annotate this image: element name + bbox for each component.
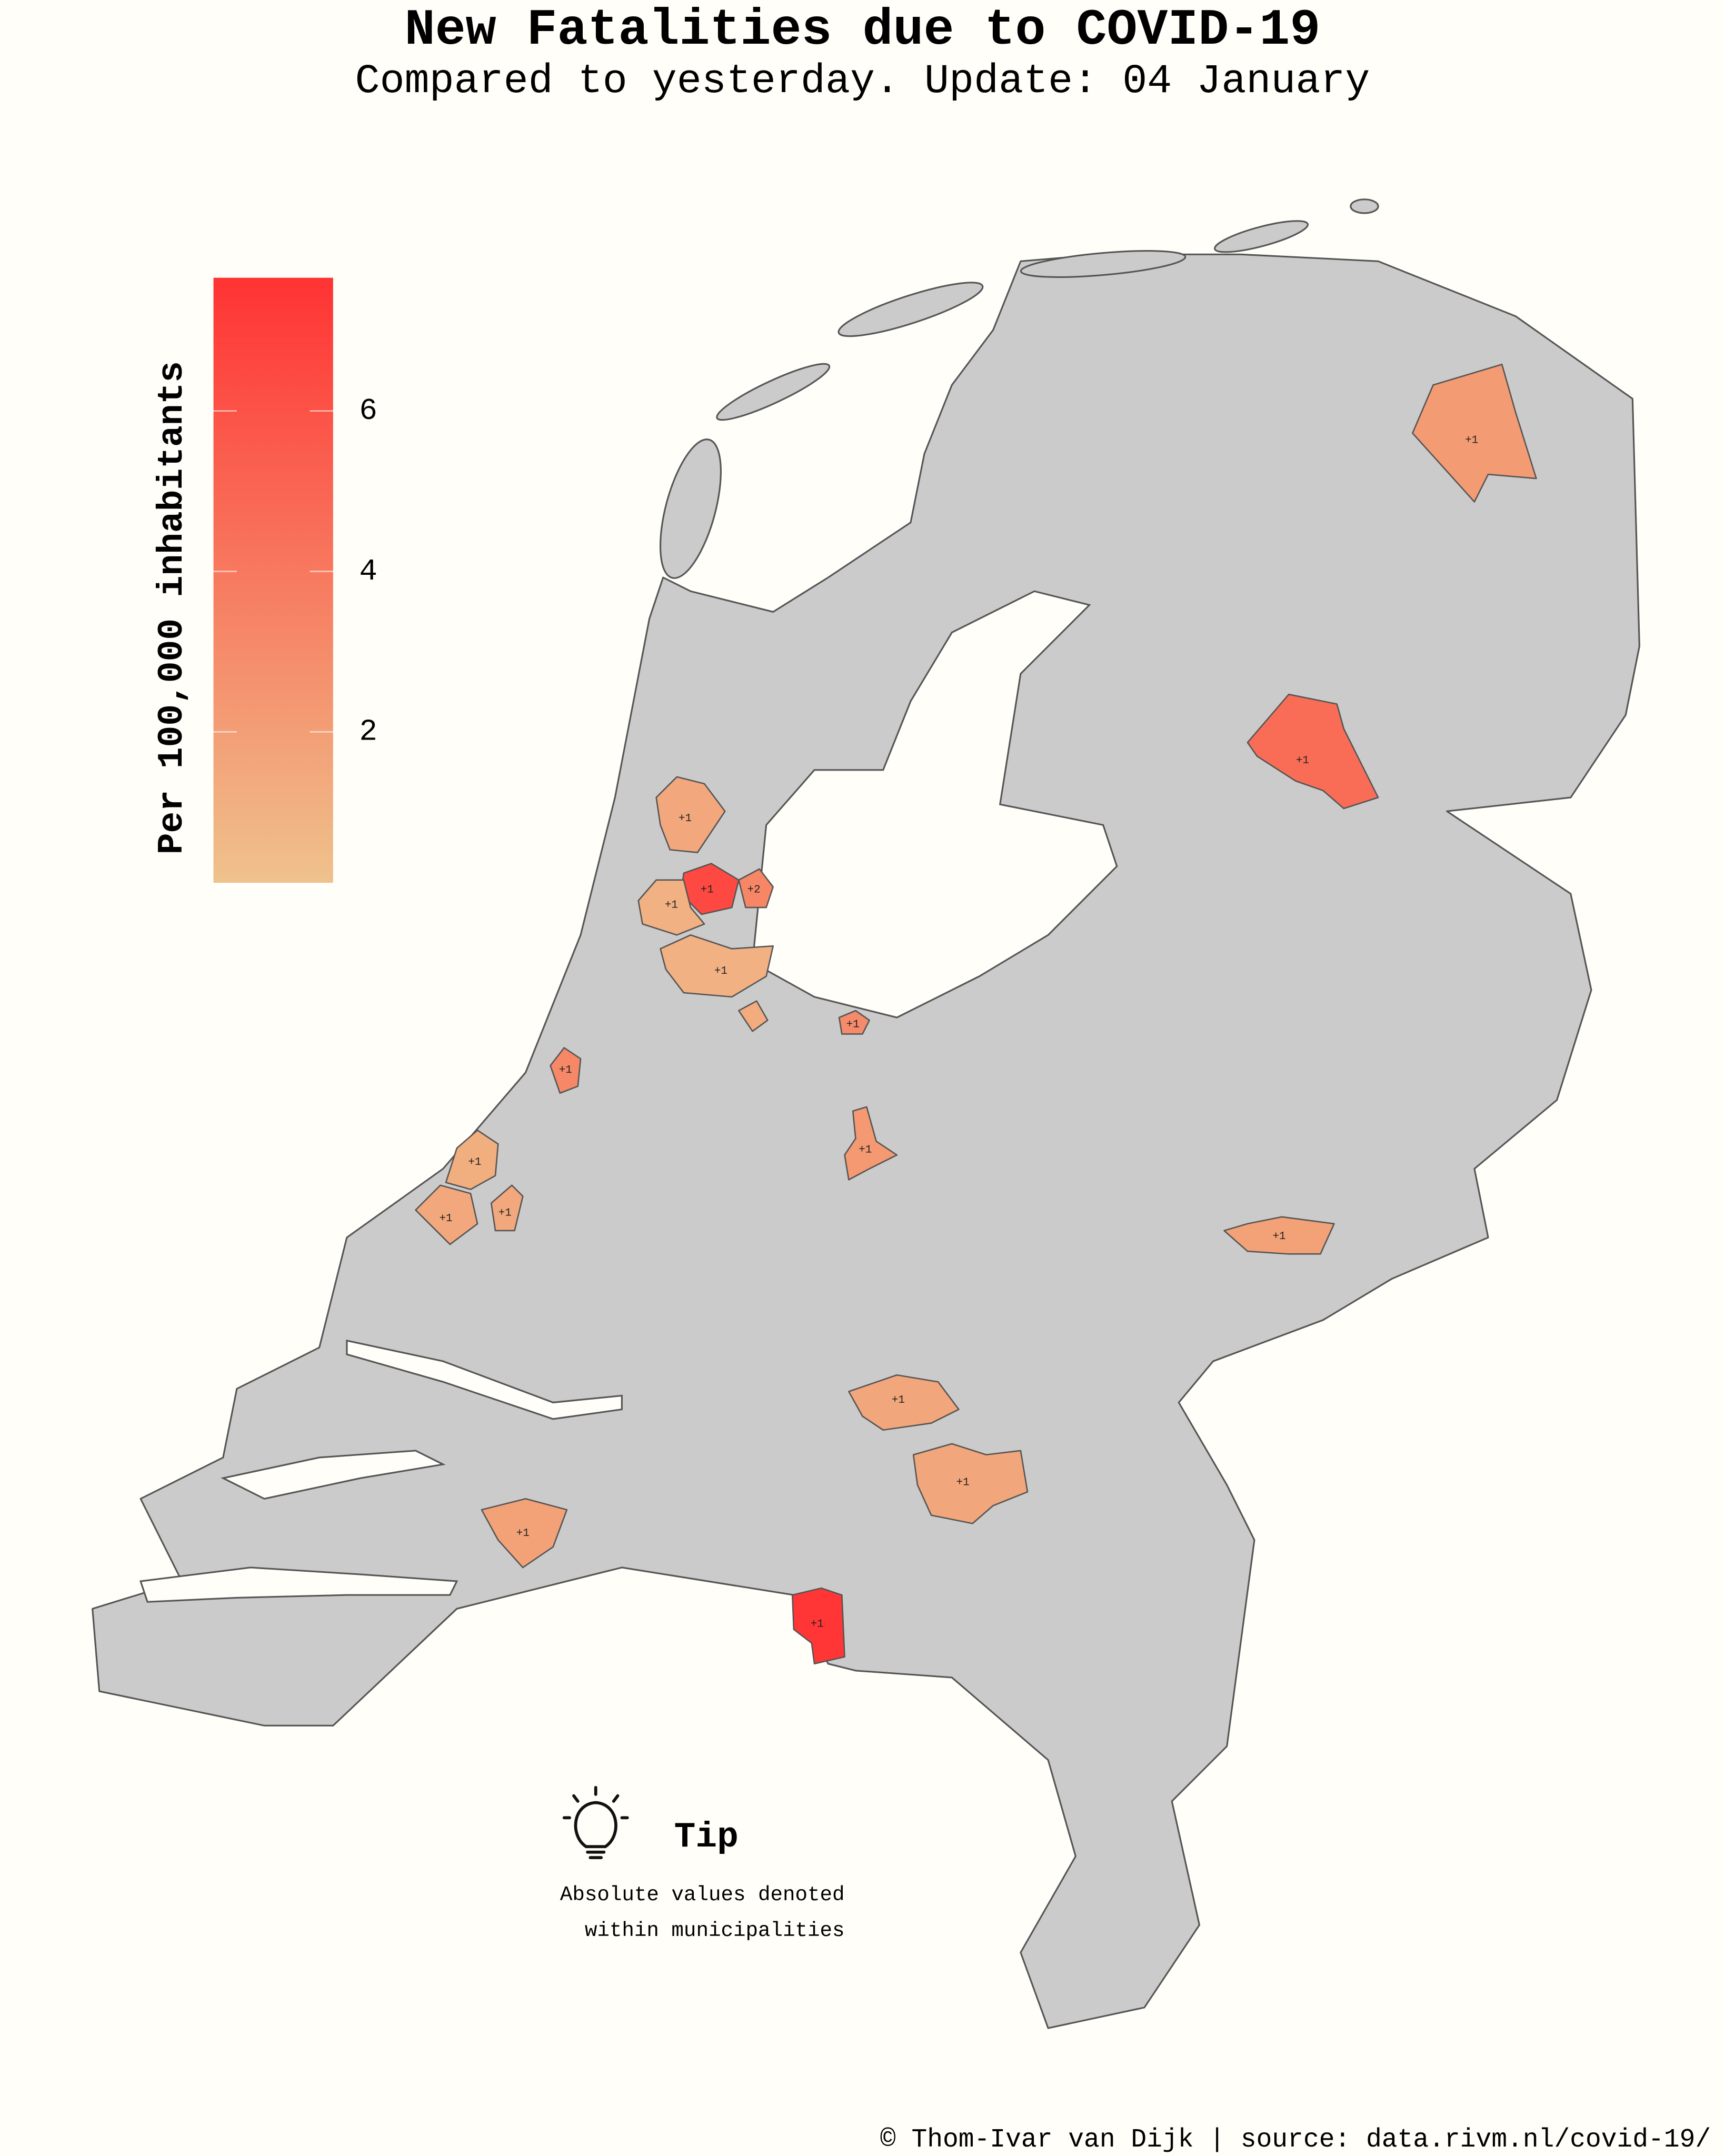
- municipality-label: +1: [811, 1619, 824, 1631]
- municipalities: +1 +1 +1 +1 +2 +1 +1 +1 +1 +1 +1 +1 +1 +…: [415, 363, 1537, 1665]
- tip-text: Absolute values denoted: [560, 1883, 845, 1907]
- legend-tick-label: 2: [359, 715, 377, 750]
- westerschelde: [139, 1566, 458, 1603]
- municipality-label: +1: [1296, 755, 1309, 767]
- municipality-label: +1: [846, 1019, 860, 1031]
- island: [1214, 220, 1309, 253]
- municipality: [848, 1374, 960, 1431]
- municipality: [838, 1010, 870, 1035]
- municipality-label: +2: [747, 884, 761, 896]
- legend-tick-label: 4: [359, 555, 377, 589]
- municipality: [490, 1184, 524, 1232]
- municipality: [1247, 693, 1379, 810]
- tip-text: within municipalities: [585, 1919, 845, 1942]
- municipality-label: +1: [665, 899, 678, 911]
- municipality-label: +1: [516, 1528, 530, 1540]
- bulb-icon: [562, 1786, 629, 1860]
- municipality-label: +1: [559, 1064, 572, 1076]
- municipality-label: +1: [859, 1144, 872, 1156]
- municipality-label: +1: [956, 1477, 970, 1489]
- subtitle: Compared to yesterday. Update: 04 Januar…: [355, 58, 1370, 105]
- municipality: [445, 1129, 499, 1190]
- ijsselmeer: [751, 590, 1118, 1019]
- municipality: [655, 776, 726, 853]
- municipality-label: +1: [701, 884, 714, 896]
- municipality-label: +1: [892, 1394, 905, 1406]
- municipality: [481, 1498, 568, 1569]
- municipality: [912, 1443, 1029, 1524]
- municipality: [1412, 363, 1537, 503]
- municipality-label: +1: [714, 965, 727, 977]
- municipality: [844, 1106, 898, 1181]
- island: [1020, 250, 1186, 278]
- legend: Per 100,000 inhabitants 2 4 6: [152, 277, 377, 883]
- municipality: [550, 1047, 582, 1094]
- title: New Fatalities due to COVID-19: [405, 2, 1321, 59]
- tip-title: Tip: [674, 1817, 739, 1858]
- island: [1350, 198, 1379, 214]
- rivers: [346, 1339, 623, 1420]
- municipality-label: +1: [1272, 1231, 1285, 1243]
- island: [716, 363, 831, 421]
- color-bar: [213, 277, 333, 883]
- municipality: [660, 934, 774, 998]
- island: [837, 282, 984, 337]
- oosterschelde: [221, 1450, 446, 1500]
- tip: Tip Absolute values denoted within munic…: [560, 1786, 845, 1942]
- municipality-label: +1: [679, 813, 692, 825]
- footer: © Thom-Ivar van Dijk | source: data.rivm…: [880, 2125, 1711, 2154]
- legend-title: Per 100,000 inhabitants: [152, 361, 193, 854]
- municipality-label: +1: [439, 1213, 452, 1225]
- municipality: [415, 1184, 478, 1245]
- municipality: [1223, 1216, 1335, 1255]
- municipality: [738, 868, 774, 909]
- island: [659, 438, 722, 579]
- municipality: [738, 1000, 769, 1032]
- municipality-label: +1: [1465, 434, 1478, 446]
- municipality: [791, 1587, 845, 1665]
- municipality-label: +1: [498, 1207, 512, 1220]
- legend-tick-label: 6: [359, 394, 377, 428]
- municipality: [637, 879, 705, 936]
- municipality-label: +1: [468, 1156, 481, 1169]
